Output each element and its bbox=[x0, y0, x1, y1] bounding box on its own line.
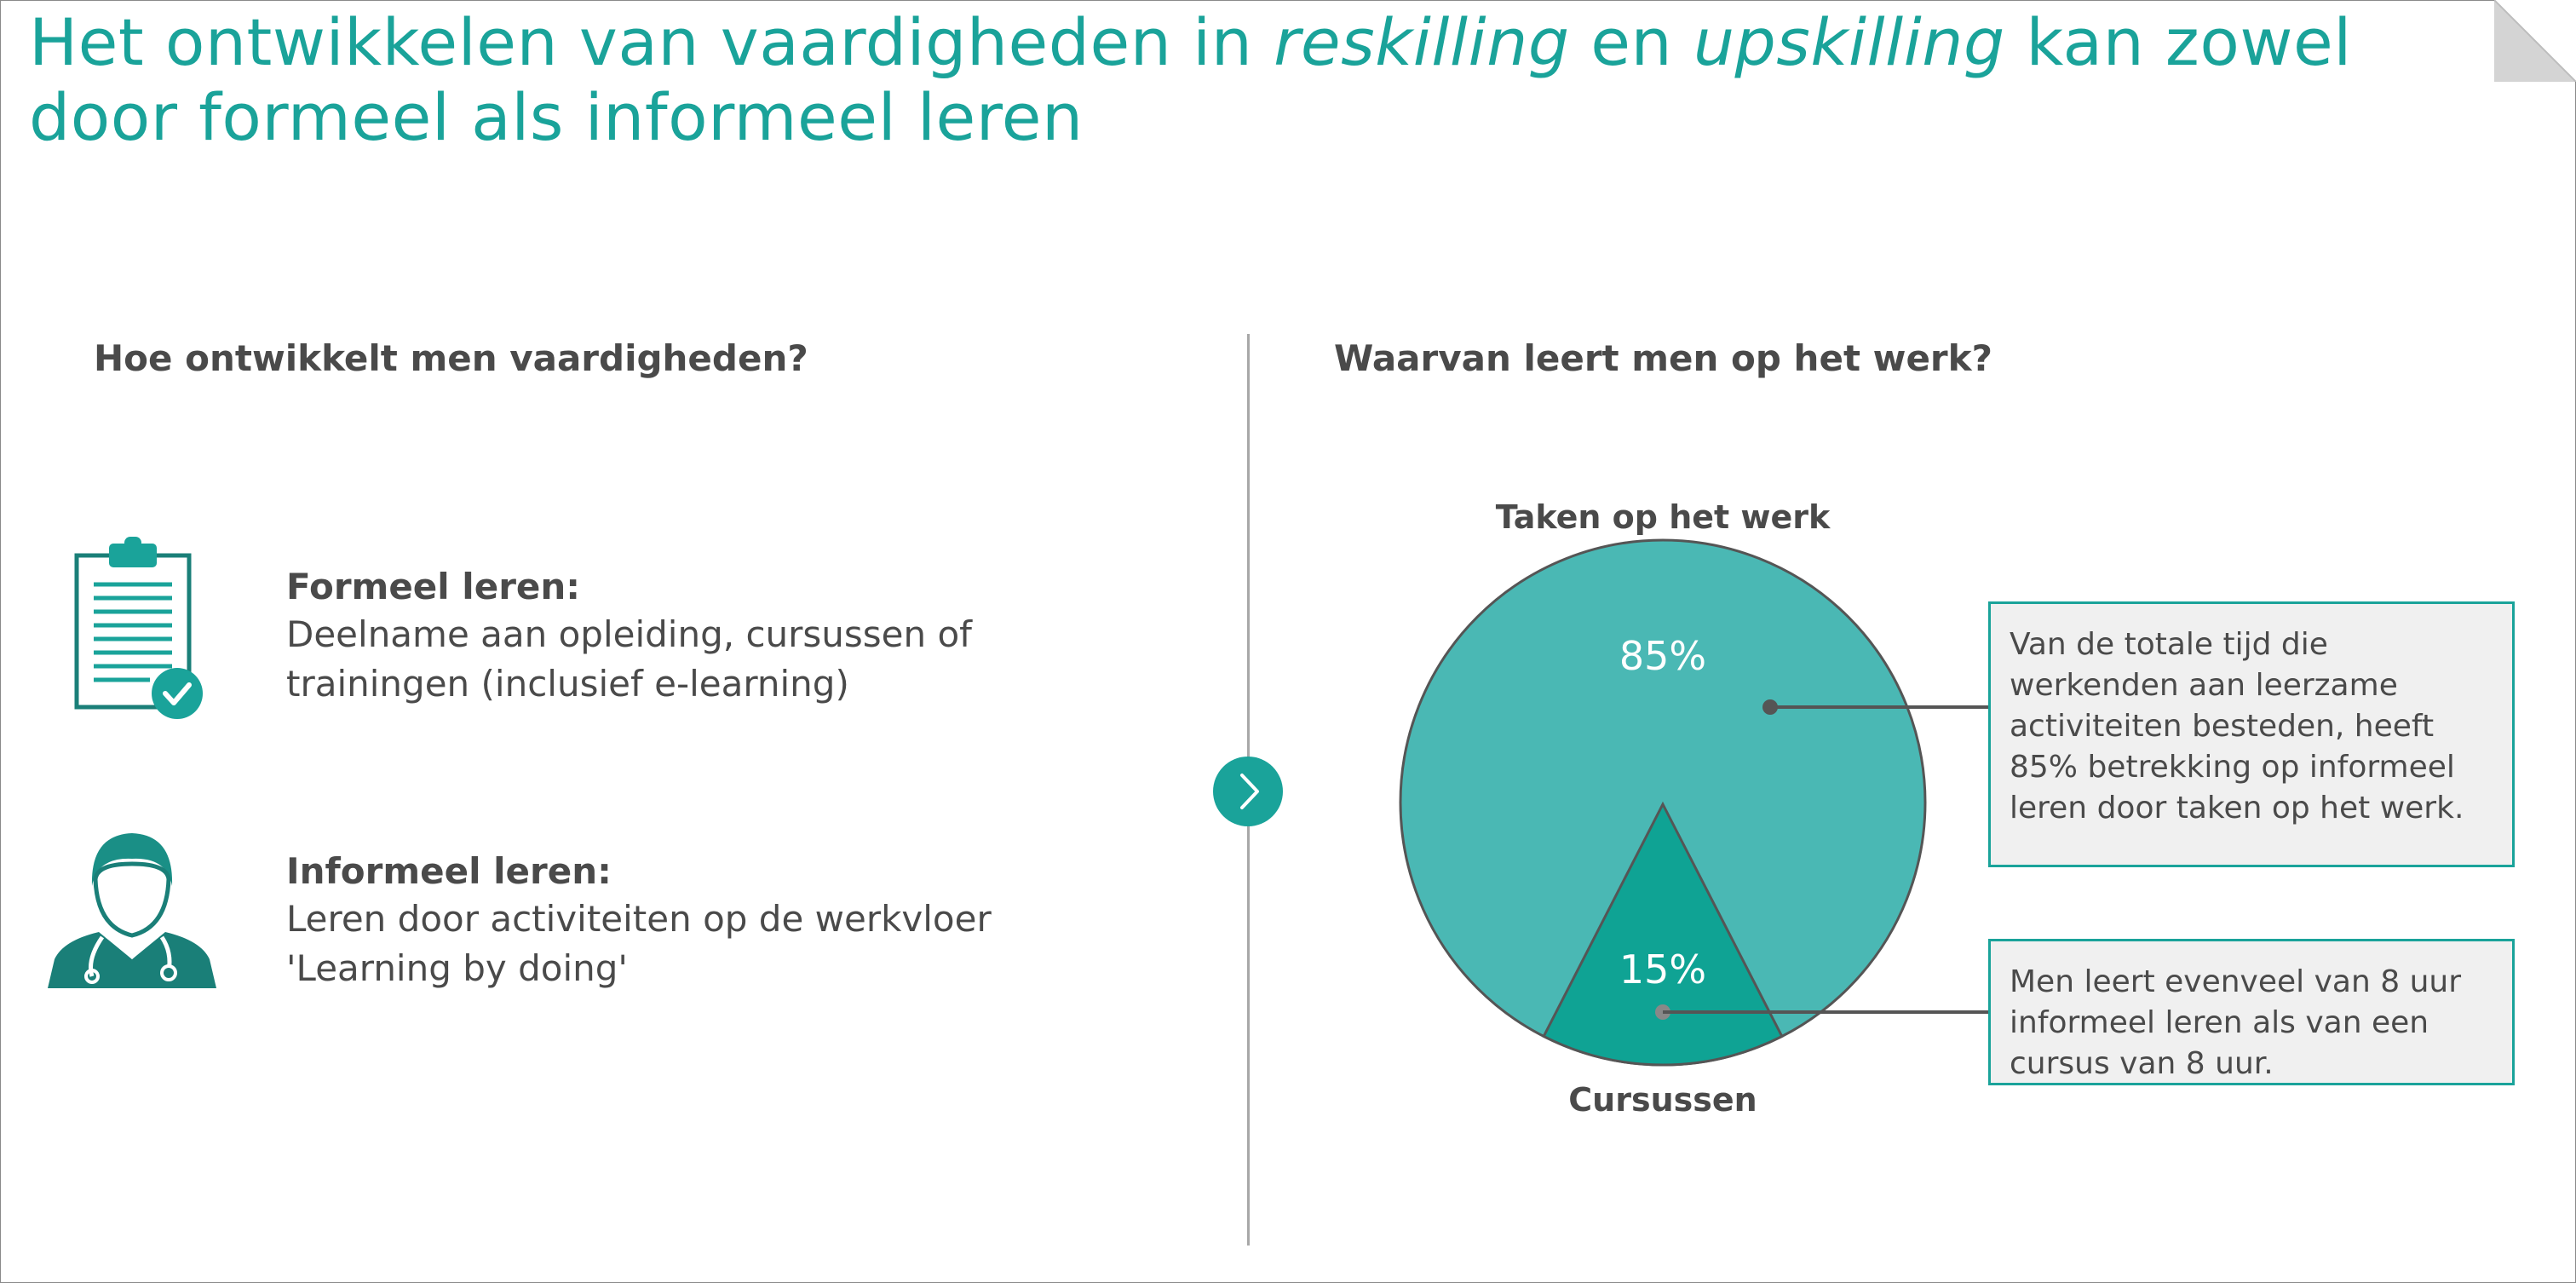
pie-label-85: 85% bbox=[1619, 633, 1706, 679]
callout-top-line: 85% betrekking op informeel bbox=[2010, 750, 2455, 785]
pie-category-cursussen: Cursussen bbox=[1568, 1081, 1757, 1119]
page-curl-corner bbox=[2494, 0, 2576, 82]
doctor-icon bbox=[48, 833, 216, 988]
callout-bottom-line: informeel leren als van een bbox=[2010, 1005, 2429, 1040]
pie-label-15: 15% bbox=[1619, 946, 1706, 992]
chevron-right-icon bbox=[1240, 774, 1259, 809]
learning-pie-chart: 85% 15% Taken op het werk Cursussen bbox=[1399, 498, 1988, 1119]
informeel-leren-description: Leren door activiteiten op de werkvloer … bbox=[286, 895, 992, 993]
informeel-line-1: Leren door activiteiten op de werkvloer bbox=[286, 898, 992, 940]
callout-course-equivalence: Men leert evenveel van 8 uur informeel l… bbox=[1988, 939, 2515, 1085]
formeel-line-2: trainingen (inclusief e-learning) bbox=[286, 663, 849, 705]
left-section-heading: Hoe ontwikkelt men vaardigheden? bbox=[94, 337, 808, 379]
formeel-leren-description: Deelname aan opleiding, cursussen of tra… bbox=[286, 610, 972, 709]
informeel-leren-title: Informeel leren: bbox=[286, 850, 612, 892]
callout-informal-learning: Van de totale tijd die werkenden aan lee… bbox=[1988, 601, 2515, 867]
formeel-line-1: Deelname aan opleiding, cursussen of bbox=[286, 613, 972, 655]
informeel-line-2: 'Learning by doing' bbox=[286, 947, 628, 989]
clipboard-check-icon bbox=[74, 537, 203, 719]
callout-top-line: leren door taken op het werk. bbox=[2010, 791, 2464, 826]
formeel-leren-title: Formeel leren: bbox=[286, 566, 581, 607]
page-title: Het ontwikkelen van vaardigheden in resk… bbox=[29, 4, 2352, 155]
callout-bottom-line: cursus van 8 uur. bbox=[2010, 1046, 2274, 1081]
callout-top-line: activiteiten besteden, heeft bbox=[2010, 709, 2435, 744]
callout-top-line: werkenden aan leerzame bbox=[2010, 668, 2398, 703]
callout-bottom-line: Men leert evenveel van 8 uur bbox=[2010, 964, 2461, 999]
callout-top-line: Van de totale tijd die bbox=[2010, 627, 2328, 662]
right-section-heading: Waarvan leert men op het werk? bbox=[1334, 337, 1992, 379]
pie-category-taken-op-het-werk: Taken op het werk bbox=[1496, 498, 1831, 536]
next-arrow-button[interactable] bbox=[1213, 757, 1283, 826]
pie-slice-cursussen bbox=[1542, 801, 1784, 1067]
